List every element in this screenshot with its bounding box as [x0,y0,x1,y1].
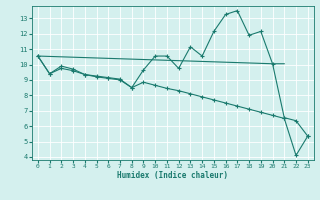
X-axis label: Humidex (Indice chaleur): Humidex (Indice chaleur) [117,171,228,180]
